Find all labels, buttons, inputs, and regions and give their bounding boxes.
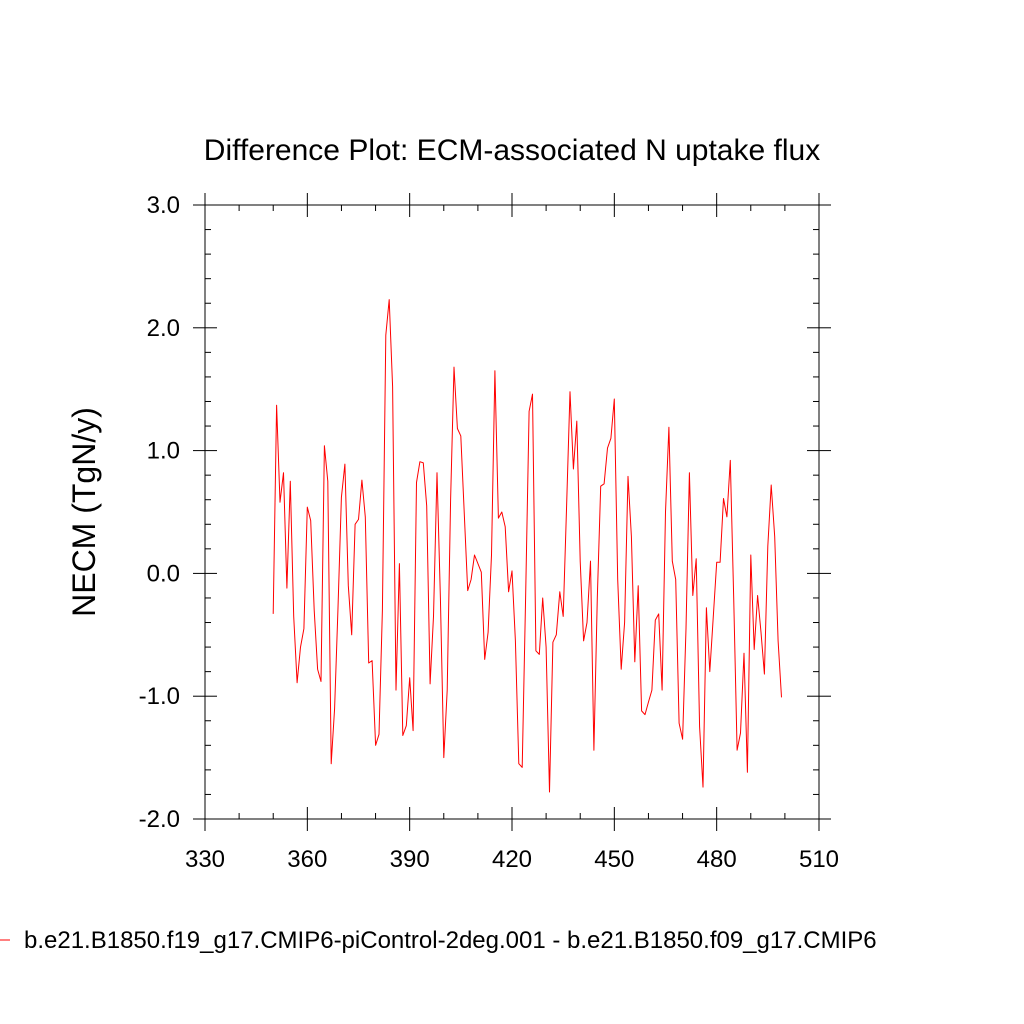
legend: b.e21.B1850.f19_g17.CMIP6-piControl-2deg… [0, 927, 877, 954]
x-tick-label: 450 [594, 846, 634, 873]
y-tick-label: -2.0 [139, 806, 180, 833]
y-tick-label: 2.0 [147, 315, 180, 342]
x-tick-label: 480 [697, 846, 737, 873]
x-tick-label: 390 [390, 846, 430, 873]
series-group [272, 299, 782, 793]
axis-ticks [193, 193, 831, 831]
x-tick-label: 510 [799, 846, 839, 873]
x-tick-label: 420 [492, 846, 532, 873]
y-tick-label: 1.0 [147, 438, 180, 465]
x-tick-label: 360 [287, 846, 327, 873]
y-tick-label: 3.0 [147, 192, 180, 219]
x-tick-label: 330 [185, 846, 225, 873]
legend-entry: b.e21.B1850.f19_g17.CMIP6-piControl-2deg… [24, 927, 877, 954]
series-line [272, 299, 782, 793]
y-tick-label: -1.0 [139, 683, 180, 710]
y-tick-label: 0.0 [147, 560, 180, 587]
y-axis-label: NECM (TgN/y) [66, 407, 102, 617]
tick-labels: 330 360 390 420 450 480 510 -2.0 -1.0 0.0 1.0 2.0 3.… [139, 192, 839, 873]
chart-title: Difference Plot: ECM-associated N uptake… [204, 134, 820, 167]
